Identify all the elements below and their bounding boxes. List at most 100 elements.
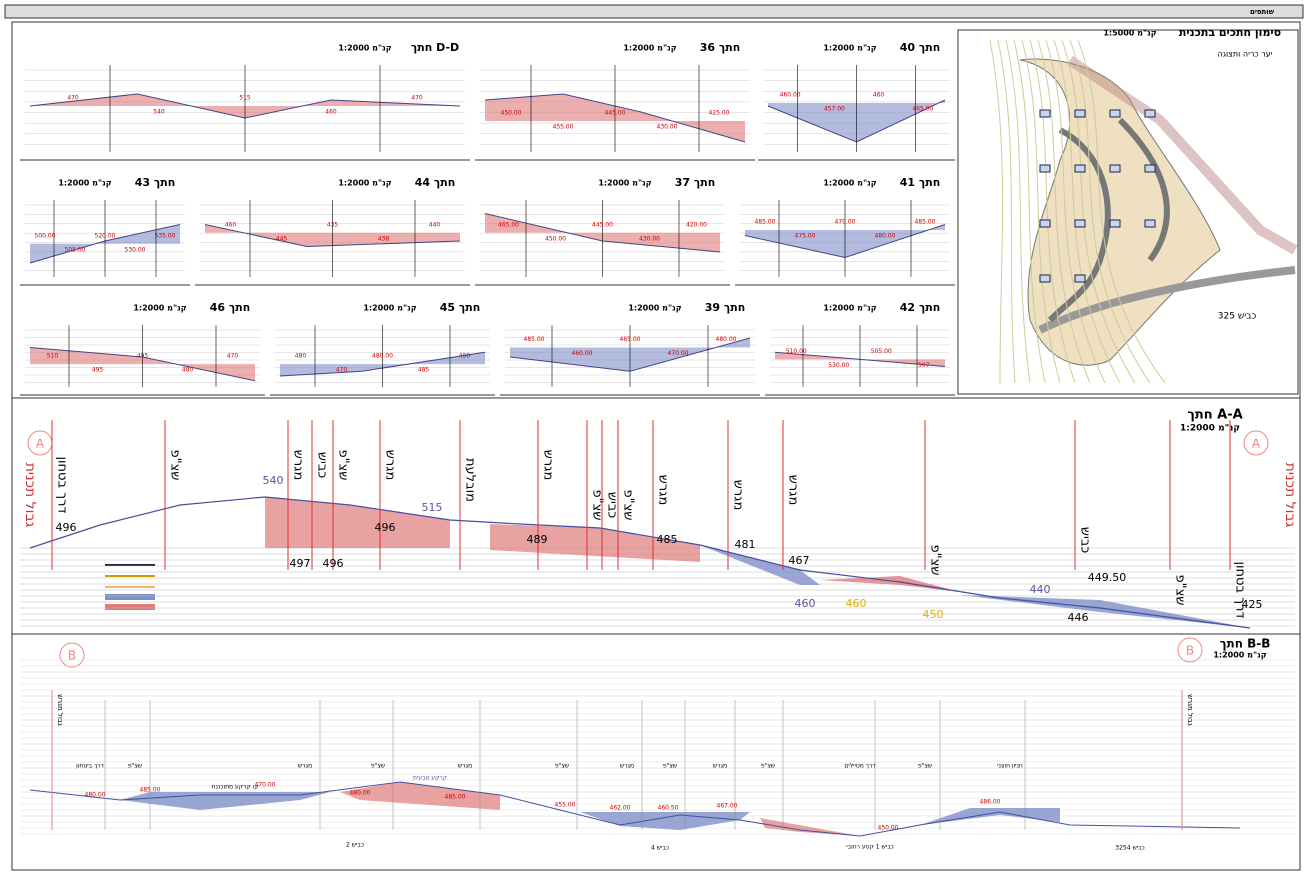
marker: A — [1252, 437, 1261, 451]
cut-fill-area — [760, 818, 860, 836]
elevation-label: 489 — [527, 533, 548, 546]
zone-label: מגרש — [383, 450, 398, 481]
elevation-label: 445.00 — [592, 221, 613, 228]
plan-road — [1067, 55, 1298, 255]
plan-lot — [1144, 164, 1156, 173]
elevation-label: 485.00 — [524, 336, 545, 343]
zone-label: שצ"פ — [621, 489, 636, 520]
marker: B — [68, 649, 76, 663]
elevation-label: 505.00 — [871, 348, 892, 355]
plan-road — [1047, 127, 1111, 323]
section-scale: קנ"מ 1:2000 — [58, 179, 111, 188]
plan-frame — [957, 29, 1299, 395]
elevation-label: 510 — [47, 353, 59, 360]
elevation-label: 515 — [422, 501, 443, 514]
elevation-label: 475.00 — [795, 233, 816, 240]
plan-label: יער כריה ותצוגה — [1217, 50, 1272, 59]
elevation-label: 480 — [295, 353, 307, 360]
note-label: כביש 2 — [346, 842, 364, 849]
section-scale: קנ"מ 1:2000 — [823, 304, 876, 313]
plan-lot — [1074, 274, 1086, 283]
section-title: חתך 45 — [440, 301, 481, 314]
note-label: כביש 4 — [651, 845, 669, 852]
contour — [1029, 39, 1076, 384]
elevation-label: 470 — [227, 353, 239, 360]
contour — [1013, 39, 1046, 384]
elevation-label: 496 — [56, 521, 77, 534]
boundary-label: גבול תכנית — [22, 463, 38, 528]
zone-label: כביש — [605, 492, 620, 519]
elevation-label: 496 — [375, 521, 396, 534]
section-title: חתך 43 — [135, 176, 176, 189]
elevation-label: 481 — [735, 538, 756, 551]
elevation-label: 530.00 — [125, 246, 146, 253]
zone-label: מגרש — [298, 763, 312, 770]
elevation-label: 495 — [92, 367, 104, 374]
elevation-label: 455.00 — [555, 802, 576, 809]
elevation-label: 485 — [657, 533, 678, 546]
plan-lot — [1144, 219, 1156, 228]
cut-fill-area — [340, 782, 500, 810]
legend-swatch — [105, 604, 155, 610]
legend-swatch — [105, 594, 155, 600]
section-scale: קנ"מ 1:2000 — [823, 179, 876, 188]
elevation-label: 485.00 — [755, 219, 776, 226]
plan-lot — [1039, 274, 1051, 283]
plan-lot — [1039, 219, 1051, 228]
zone-label: דרך בטחון — [55, 456, 70, 513]
elevation-label: 420.00 — [686, 221, 707, 228]
zone-label: דרך בטחון — [1233, 561, 1248, 618]
section-scale: קנ"מ 1:2000 — [598, 179, 651, 188]
section-scale: קנ"מ 1:2000 — [363, 304, 416, 313]
elevation-label: 500.00 — [35, 232, 56, 239]
elevation-label: 490 — [459, 353, 471, 360]
plan-lot — [1074, 219, 1086, 228]
elevation-label: 460 — [225, 221, 237, 228]
plan-lot — [1109, 109, 1121, 118]
boundary-label: גבול מגרש — [56, 694, 64, 726]
elevation-label: 470.00 — [255, 782, 276, 789]
elevation-label: 486.00 — [980, 799, 1001, 806]
elevation-label: 460.00 — [780, 92, 801, 99]
plan-lot — [1109, 164, 1121, 173]
zone-label: מגרש — [786, 475, 801, 506]
elevation-label: 470.00 — [668, 350, 689, 357]
elevation-label: 430.00 — [657, 124, 678, 131]
marker: B — [1186, 644, 1194, 658]
contour — [1045, 39, 1106, 384]
plan-label: כביש 325 — [1218, 312, 1257, 322]
elevation-label: 480 — [182, 367, 194, 374]
section-scale: קנ"מ 1:2000 — [338, 44, 391, 53]
section-scale: קנ"מ 1:2000 — [823, 44, 876, 53]
section-title: חתך 41 — [900, 176, 941, 189]
section-scale: קנ"מ 1:2000 — [628, 304, 681, 313]
section-title: חתך 42 — [900, 301, 941, 314]
zone-label: חניון חוצני — [997, 763, 1023, 770]
ground-profile — [29, 496, 1251, 629]
fill-area — [700, 545, 820, 585]
ground-profile — [484, 93, 746, 143]
boundary-label: גבול תכנית — [1282, 463, 1298, 528]
elevation-label: 470 — [67, 95, 79, 102]
marker-circle — [1243, 430, 1269, 456]
elevation-label: 470.00 — [835, 219, 856, 226]
zone-label: שצ"פ — [918, 763, 932, 770]
elevation-label: 460 — [325, 109, 337, 116]
note-label: קו קרקע מתוכננת — [212, 784, 259, 791]
elevation-label: 530.00 — [828, 362, 849, 369]
note-label: קרקע טבעית — [413, 775, 447, 782]
section-title: חתך 39 — [705, 301, 746, 314]
zone-label: מגרש — [713, 763, 727, 770]
section-title: חתך 36 — [700, 41, 741, 54]
zone-label: דרך ביטחון — [76, 763, 104, 770]
plan-lot — [1039, 109, 1051, 118]
ground-profile — [29, 781, 1241, 837]
elevation-label: 497 — [290, 557, 311, 570]
elevation-label: 460.00 — [572, 350, 593, 357]
zone-label: שצ"פ — [1173, 574, 1188, 605]
ground-profile — [279, 351, 486, 377]
marker-circle — [59, 642, 85, 668]
elevation-label: 450.00 — [501, 110, 522, 117]
elevation-label: 496 — [323, 557, 344, 570]
ground-profile — [204, 224, 461, 248]
